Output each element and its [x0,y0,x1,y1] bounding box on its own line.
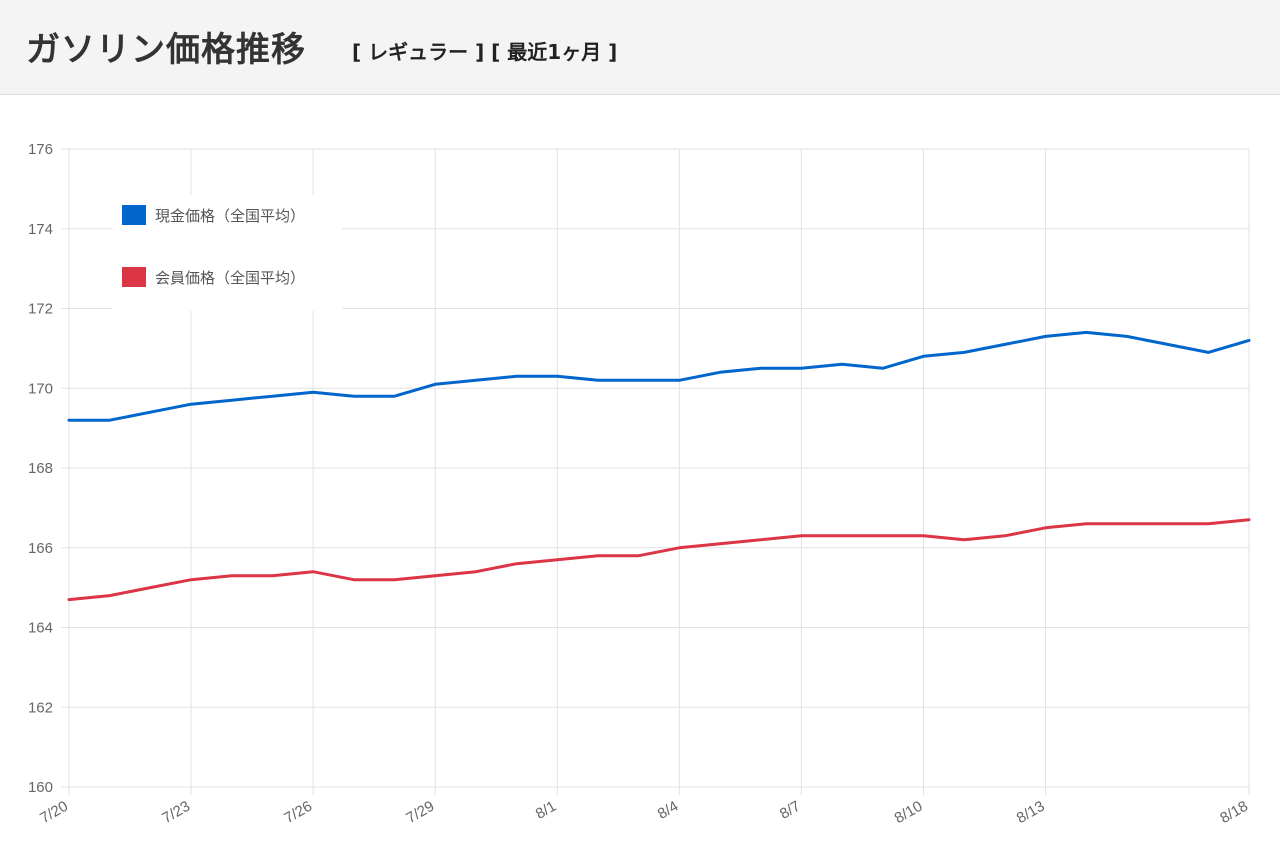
y-tick-label: 170 [28,380,53,397]
x-tick-label: 7/20 [37,798,71,827]
x-tick-label: 7/29 [403,798,437,827]
y-tick-label: 172 [28,301,53,318]
price-line-chart: 176 174 172 170 168 166 164 162 160 7/20 7/23 7/26 7… [28,141,1251,827]
legend-item[interactable]: 現金価格（全国平均） [122,205,305,225]
x-tick-label: 8/4 [655,798,682,823]
x-tick-label: 8/13 [1014,798,1048,827]
y-tick-label: 162 [28,699,53,716]
legend-item[interactable]: 会員価格（全国平均） [122,267,305,287]
y-tick-label: 160 [28,779,53,796]
y-tick-label: 168 [28,460,53,477]
series-line-1 [67,330,1251,422]
y-tick-label: 164 [28,620,53,637]
x-tick-label: 8/7 [777,798,804,823]
y-tick-label: 174 [28,221,53,238]
chart-legend[interactable]: 現金価格（全国平均） 会員価格（全国平均） [112,195,342,311]
y-tick-label: 176 [28,141,53,158]
x-tick-label: 8/18 [1217,798,1251,827]
legend-label: 会員価格（全国平均） [155,269,305,287]
x-tick-label: 7/23 [159,798,193,827]
page-title: ガソリン価格推移 [26,30,306,70]
chart-series [67,330,1251,602]
x-tick-label: 7/26 [281,798,315,827]
legend-background [112,195,342,311]
x-tick-label: 8/1 [533,798,560,823]
page-header: ガソリン価格推移 [ レギュラー ] [ 最近1ヶ月 ] [0,0,1280,95]
legend-swatch [122,205,146,225]
series-line-2 [67,518,1251,602]
legend-swatch [122,267,146,287]
page-subtitle: [ レギュラー ] [ 最近1ヶ月 ] [352,40,618,64]
y-tick-label: 166 [28,540,53,557]
x-tick-label: 8/10 [892,798,926,827]
legend-label: 現金価格（全国平均） [155,207,305,225]
